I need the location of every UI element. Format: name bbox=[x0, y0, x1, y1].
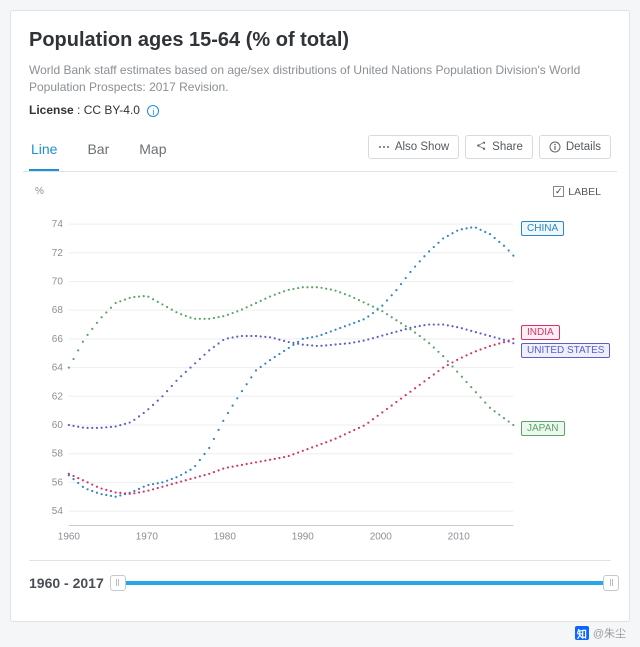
slider-handle-right[interactable] bbox=[603, 575, 619, 591]
slider-handle-left[interactable] bbox=[110, 575, 126, 591]
also-show-button[interactable]: Also Show bbox=[368, 135, 459, 159]
series-japan bbox=[68, 286, 515, 426]
tab-line[interactable]: Line bbox=[29, 131, 59, 171]
svg-text:2010: 2010 bbox=[448, 531, 471, 542]
range-from: 1960 bbox=[29, 575, 60, 591]
watermark: 知 @朱尘 bbox=[575, 625, 626, 641]
info-icon[interactable]: i bbox=[147, 105, 159, 117]
svg-text:2000: 2000 bbox=[370, 531, 393, 542]
subtitle: World Bank staff estimates based on age/… bbox=[29, 62, 611, 97]
share-label: Share bbox=[492, 141, 523, 153]
svg-text:54: 54 bbox=[52, 506, 64, 517]
time-slider[interactable] bbox=[118, 581, 611, 585]
license-label: License bbox=[29, 103, 74, 117]
svg-text:1970: 1970 bbox=[136, 531, 159, 542]
share-icon bbox=[475, 141, 487, 153]
license-value: CC BY-4.0 bbox=[84, 103, 140, 117]
svg-text:60: 60 bbox=[52, 420, 64, 431]
label-toggle[interactable]: ✓ LABEL bbox=[553, 186, 601, 198]
svg-text:74: 74 bbox=[52, 219, 64, 230]
toolbar: Line Bar Map Also Show Share Details bbox=[23, 131, 617, 172]
svg-text:68: 68 bbox=[52, 305, 64, 316]
svg-text:58: 58 bbox=[52, 448, 64, 459]
details-label: Details bbox=[566, 141, 601, 153]
share-button[interactable]: Share bbox=[465, 135, 533, 159]
series-label-united-states[interactable]: UNITED STATES bbox=[521, 343, 610, 358]
range-to: 2017 bbox=[73, 575, 104, 591]
svg-text:1990: 1990 bbox=[292, 531, 315, 542]
range-text: 1960 - 2017 bbox=[29, 575, 104, 591]
svg-text:62: 62 bbox=[52, 391, 64, 402]
info-circle-icon bbox=[549, 141, 561, 153]
zhihu-icon: 知 bbox=[575, 626, 589, 640]
svg-text:64: 64 bbox=[52, 362, 64, 373]
license-row: License : CC BY-4.0 i bbox=[29, 103, 611, 117]
details-button[interactable]: Details bbox=[539, 135, 611, 159]
series-label-china[interactable]: CHINA bbox=[521, 221, 564, 236]
time-range-bar: 1960 - 2017 bbox=[29, 560, 611, 591]
menu-dots-icon bbox=[378, 141, 390, 153]
checkbox-icon: ✓ bbox=[553, 186, 564, 197]
slider-fill bbox=[118, 581, 611, 585]
chart-card: Population ages 15-64 (% of total) World… bbox=[10, 10, 630, 622]
also-show-label: Also Show bbox=[395, 141, 449, 153]
svg-text:66: 66 bbox=[52, 334, 64, 345]
view-tabs: Line Bar Map bbox=[29, 131, 169, 171]
y-unit-label: % bbox=[35, 186, 44, 197]
action-buttons: Also Show Share Details bbox=[368, 135, 611, 167]
tab-map[interactable]: Map bbox=[137, 131, 168, 171]
svg-text:72: 72 bbox=[52, 248, 64, 259]
label-toggle-text: LABEL bbox=[568, 186, 601, 198]
tab-bar[interactable]: Bar bbox=[85, 131, 111, 171]
chart-area: % ✓ LABEL 54 56 58 60 62 64 66 68 70 72 74 1960 1970… bbox=[29, 180, 611, 550]
series-label-india[interactable]: INDIA bbox=[521, 325, 560, 340]
watermark-text: @朱尘 bbox=[593, 625, 626, 641]
svg-text:1980: 1980 bbox=[214, 531, 237, 542]
svg-text:1960: 1960 bbox=[58, 531, 81, 542]
svg-text:56: 56 bbox=[52, 477, 64, 488]
svg-text:70: 70 bbox=[52, 276, 64, 287]
page-title: Population ages 15-64 (% of total) bbox=[29, 29, 611, 52]
series-label-japan[interactable]: JAPAN bbox=[521, 421, 565, 436]
